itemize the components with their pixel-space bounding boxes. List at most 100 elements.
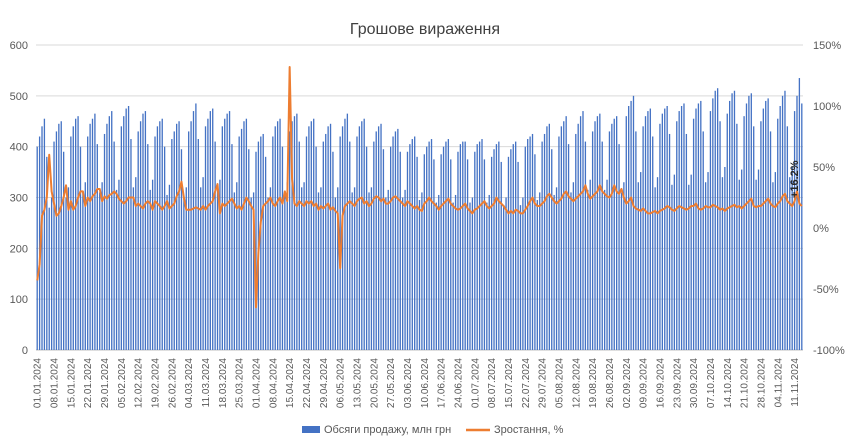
bar	[599, 113, 601, 351]
bar	[402, 197, 404, 350]
bar	[204, 126, 207, 350]
bar	[712, 98, 714, 351]
bar	[226, 113, 228, 351]
bar	[442, 146, 445, 350]
bar	[454, 194, 457, 350]
bar	[481, 139, 483, 350]
x-tick-label: 09.09.2024	[639, 358, 650, 408]
bar	[334, 197, 337, 350]
bar	[77, 116, 79, 350]
bar	[166, 194, 168, 350]
bar	[188, 131, 190, 350]
bar	[483, 159, 486, 351]
bar	[741, 169, 743, 350]
bar	[168, 184, 171, 350]
bar	[531, 133, 534, 350]
bar	[464, 141, 466, 350]
bar	[200, 187, 202, 350]
bar	[459, 144, 462, 351]
bar	[346, 113, 349, 351]
bar	[690, 174, 692, 351]
y-left-tick-label: 400	[10, 142, 28, 154]
bar	[632, 95, 635, 350]
bar	[786, 126, 789, 350]
y-right-tick-label: 0%	[813, 223, 829, 235]
bar	[606, 179, 608, 350]
x-tick-label: 17.06.2024	[437, 358, 448, 408]
bar	[130, 139, 132, 350]
bar	[697, 103, 700, 351]
x-tick-label: 26.02.2024	[167, 358, 178, 408]
bar	[308, 126, 310, 350]
bar	[380, 123, 382, 350]
bar	[685, 133, 688, 350]
bar	[515, 141, 517, 350]
bar	[536, 200, 538, 350]
bar	[99, 192, 101, 350]
bar	[385, 197, 387, 350]
bar	[777, 118, 779, 351]
x-tick-label: 11.11.2024	[790, 358, 801, 407]
bar	[683, 103, 685, 351]
bar	[656, 177, 659, 350]
bar	[707, 172, 709, 350]
bar	[671, 184, 673, 350]
x-tick-label: 08.07.2024	[487, 358, 498, 408]
bar	[67, 187, 70, 350]
bar	[793, 111, 796, 350]
bar	[137, 131, 139, 350]
bar	[529, 136, 531, 350]
bar	[370, 187, 373, 350]
y-right-tick-label: 100%	[813, 101, 841, 113]
bar	[296, 113, 298, 351]
bar	[180, 149, 183, 350]
x-tick-label: 06.05.2024	[336, 358, 347, 408]
bar	[577, 123, 579, 350]
bar	[176, 123, 178, 350]
bar	[560, 126, 563, 350]
bar	[582, 111, 584, 350]
bar	[286, 182, 288, 350]
bar	[500, 161, 502, 350]
bar	[488, 194, 490, 350]
x-tick-label: 11.03.2024	[201, 358, 212, 408]
bar	[502, 205, 505, 351]
x-tick-label: 16.09.2024	[655, 358, 666, 408]
bar	[421, 192, 423, 350]
bar	[433, 159, 435, 351]
bar	[284, 192, 286, 350]
bar	[745, 103, 748, 351]
bar	[572, 182, 575, 350]
bar	[478, 141, 481, 350]
x-tick-label: 10.06.2024	[420, 358, 431, 408]
bar	[219, 179, 221, 350]
bar	[48, 207, 50, 350]
bar	[748, 95, 750, 350]
bar	[108, 116, 110, 350]
bar	[363, 118, 365, 351]
bar	[214, 141, 216, 350]
bar	[591, 131, 594, 350]
x-tick-label: 08.04.2024	[268, 358, 279, 408]
bar	[692, 118, 695, 351]
x-tick-label: 12.02.2024	[134, 358, 145, 408]
bar	[563, 121, 565, 350]
legend-bar-label: Обсяги продажу, млн грн	[324, 424, 451, 436]
y-left-tick-label: 500	[10, 91, 28, 103]
bar	[101, 182, 103, 350]
x-tick-label: 01.07.2024	[470, 358, 481, 408]
bar	[769, 131, 772, 350]
bar	[96, 144, 98, 351]
bar	[305, 136, 308, 350]
bar	[115, 189, 118, 351]
x-tick-label: 15.01.2024	[66, 358, 77, 408]
bar	[62, 151, 65, 350]
bar	[796, 95, 798, 350]
bar	[272, 136, 274, 350]
y-right-tick-label: -50%	[813, 284, 839, 296]
x-tick-label: 28.10.2024	[756, 358, 767, 408]
y-left-tick-label: 600	[10, 40, 28, 52]
x-tick-label: 22.04.2024	[302, 358, 313, 408]
bar	[724, 167, 726, 350]
bar	[389, 146, 392, 350]
